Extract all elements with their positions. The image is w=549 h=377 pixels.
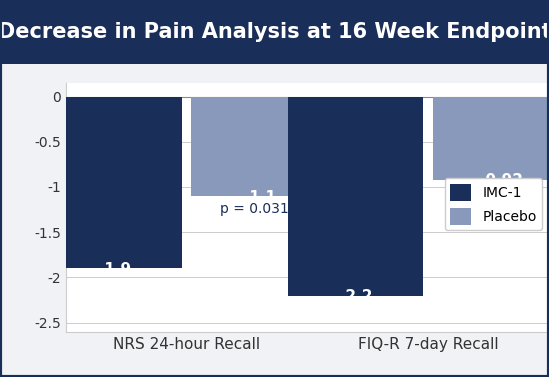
- Bar: [192, 97, 327, 196]
- Text: p = 0.031: p = 0.031: [220, 202, 289, 216]
- Text: -0.92: -0.92: [479, 173, 523, 188]
- Bar: [433, 97, 549, 180]
- Text: p = 0.001: p = 0.001: [462, 186, 530, 200]
- Text: -1.9: -1.9: [98, 262, 131, 277]
- Bar: [47, 97, 182, 268]
- Bar: [288, 97, 423, 296]
- Text: Decrease in Pain Analysis at 16 Week Endpoint: Decrease in Pain Analysis at 16 Week End…: [0, 22, 549, 42]
- Text: -2.2: -2.2: [339, 289, 373, 304]
- Legend: IMC-1, Placebo: IMC-1, Placebo: [445, 178, 542, 230]
- Text: -1.1: -1.1: [243, 190, 276, 205]
